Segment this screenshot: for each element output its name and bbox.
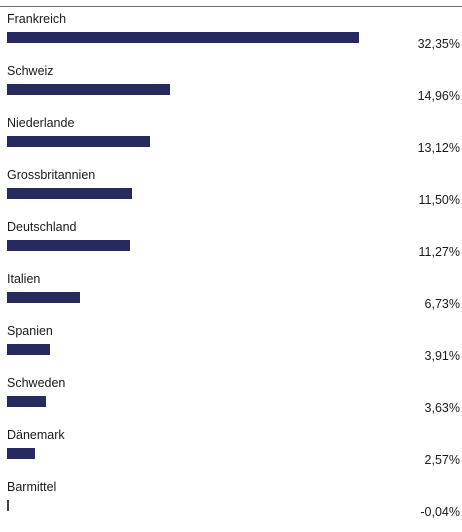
bar — [7, 396, 47, 407]
value-label: 6,73% — [424, 297, 460, 311]
category-label: Niederlande — [7, 116, 75, 130]
bar — [7, 500, 9, 511]
category-label: Schweden — [7, 376, 66, 390]
bar-row: Deutschland 11,27% — [0, 220, 462, 272]
bar — [7, 32, 359, 43]
bar — [7, 344, 50, 355]
category-label: Dänemark — [7, 428, 65, 442]
category-label: Schweiz — [7, 64, 54, 78]
value-label: 13,12% — [417, 141, 460, 155]
bar — [7, 136, 150, 147]
bar-row: Italien 6,73% — [0, 272, 462, 324]
bar-row: Dänemark 2,57% — [0, 428, 462, 480]
bar-row: Schweiz 14,96% — [0, 64, 462, 116]
bar — [7, 292, 81, 303]
bar — [7, 188, 133, 199]
value-label: -0,04% — [420, 505, 460, 519]
bar-row: Barmittel -0,04% — [0, 480, 462, 532]
top-rule — [0, 6, 462, 7]
category-label: Barmittel — [7, 480, 57, 494]
category-label: Italien — [7, 272, 41, 286]
bar-row: Schweden 3,63% — [0, 376, 462, 428]
bar — [7, 448, 35, 459]
value-label: 11,50% — [418, 193, 460, 207]
bar-row: Frankreich 32,35% — [0, 12, 462, 64]
allocation-bar-chart: Frankreich 32,35% Schweiz 14,96% Niederlande… — [0, 12, 462, 519]
value-label: 2,57% — [424, 453, 460, 467]
category-label: Frankreich — [7, 12, 67, 26]
value-label: 3,91% — [424, 349, 460, 363]
bar — [7, 240, 130, 251]
value-label: 14,96% — [417, 89, 460, 103]
bar-row: Niederlande 13,12% — [0, 116, 462, 168]
category-label: Grossbritannien — [7, 168, 96, 182]
bar-row: Grossbritannien 11,50% — [0, 168, 462, 220]
category-label: Spanien — [7, 324, 53, 338]
value-label: 3,63% — [424, 401, 460, 415]
value-label: 11,27% — [418, 245, 460, 259]
bar-row: Spanien 3,91% — [0, 324, 462, 376]
bar — [7, 84, 170, 95]
value-label: 32,35% — [417, 37, 460, 51]
category-label: Deutschland — [7, 220, 77, 234]
